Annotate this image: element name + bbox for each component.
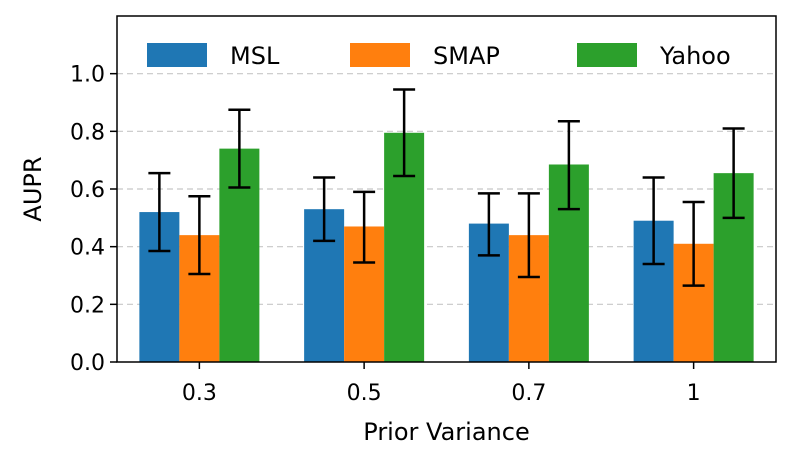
- y-axis-ticks: 0.0 0.2 0.4 0.6 0.8 1.0: [70, 63, 117, 376]
- y-axis-title: AUPR: [19, 156, 47, 221]
- legend: MSL SMAP Yahoo: [147, 42, 731, 70]
- x-tick-label: 1: [687, 381, 701, 406]
- x-tick-label: 0.7: [511, 381, 546, 406]
- x-axis-ticks: 0.3 0.5 0.7 1: [182, 362, 701, 406]
- y-tick-label: 0.6: [70, 178, 105, 203]
- y-tick-label: 0.8: [70, 120, 105, 145]
- legend-swatch-smap: [350, 43, 410, 67]
- x-axis-title: Prior Variance: [363, 418, 529, 446]
- x-tick-label: 0.3: [182, 381, 217, 406]
- legend-label-smap: SMAP: [433, 42, 500, 70]
- legend-swatch-msl: [147, 43, 207, 67]
- legend-label-msl: MSL: [230, 42, 280, 70]
- legend-label-yahoo: Yahoo: [659, 42, 731, 70]
- legend-swatch-yahoo: [577, 43, 637, 67]
- x-tick-label: 0.5: [347, 381, 382, 406]
- y-tick-label: 0.2: [70, 293, 105, 318]
- y-tick-label: 1.0: [70, 63, 105, 88]
- bars: [139, 132, 754, 362]
- y-tick-label: 0.4: [70, 236, 105, 261]
- y-tick-label: 0.0: [70, 351, 105, 376]
- error-bars: [148, 88, 745, 287]
